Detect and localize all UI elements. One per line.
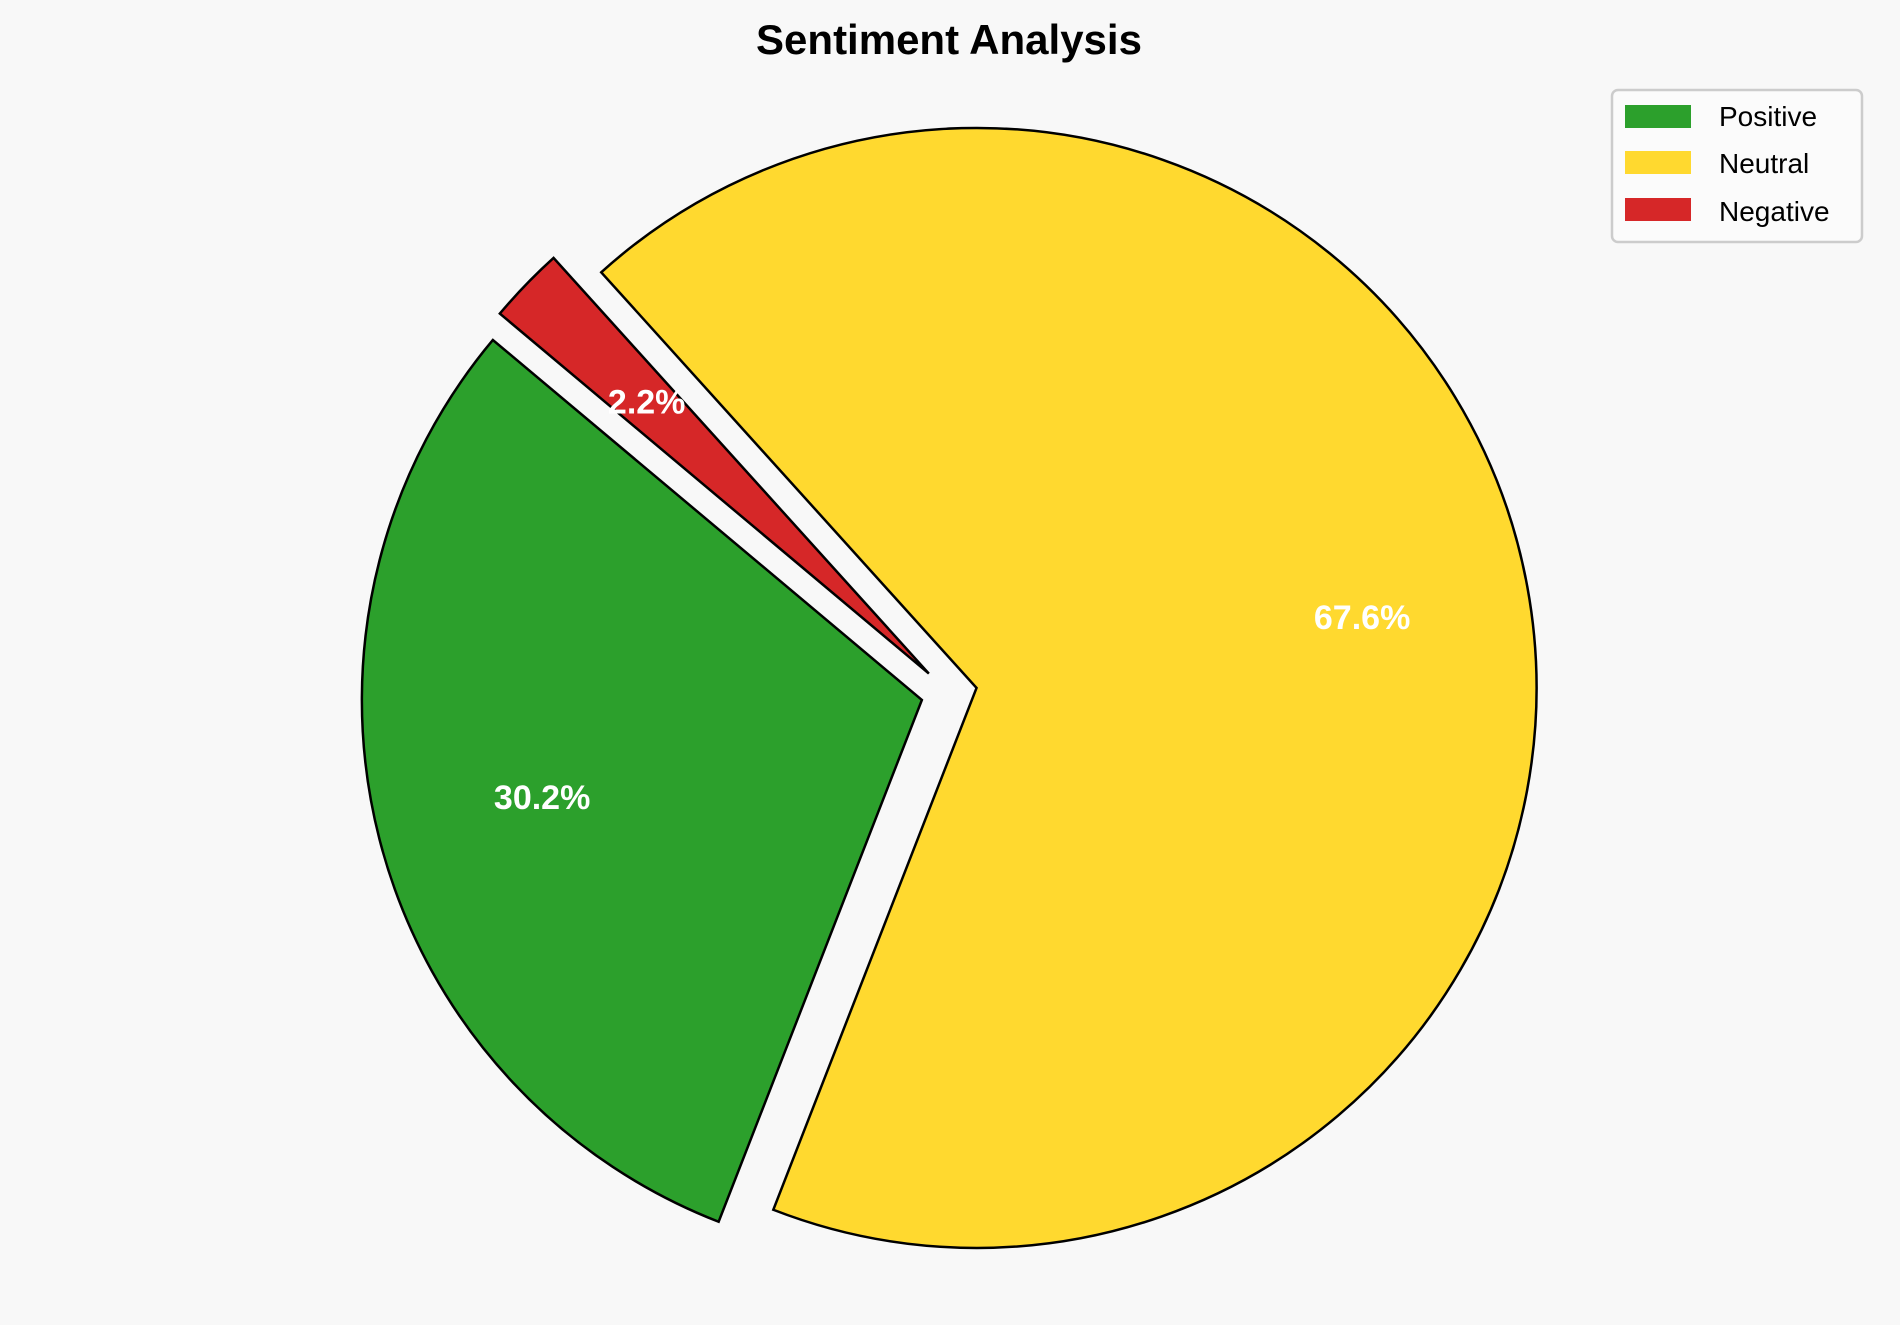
legend-label-neutral: Neutral <box>1719 148 1809 179</box>
slice-positive <box>360 338 924 1224</box>
legend-label-positive: Positive <box>1719 101 1817 132</box>
legend-swatch-neutral <box>1625 151 1691 174</box>
slices <box>360 126 1538 1250</box>
chart-title: Sentiment Analysis <box>756 16 1142 63</box>
slice-neutral <box>599 126 1538 1250</box>
legend-swatch-positive <box>1625 105 1691 128</box>
slice-label-positive: 30.2% <box>494 779 590 817</box>
slice-label-neutral: 67.6% <box>1314 599 1410 637</box>
slice-labels: 30.2% 67.6% 2.2% <box>494 383 1410 817</box>
legend-swatch-negative <box>1625 198 1691 221</box>
legend-label-negative: Negative <box>1719 196 1830 227</box>
slice-label-negative: 2.2% <box>608 383 686 421</box>
legend: Positive Neutral Negative <box>1610 88 1864 244</box>
slice-negative <box>498 256 930 675</box>
